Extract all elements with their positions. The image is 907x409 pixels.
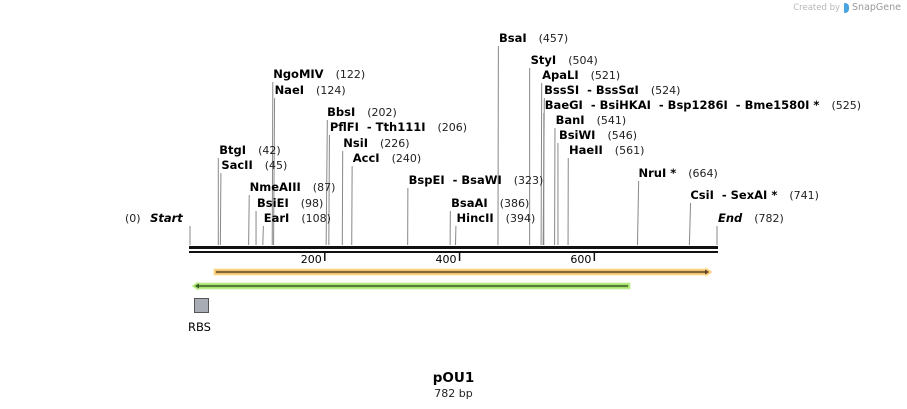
site-leader-line (688, 202, 692, 246)
rbs-label: RBS (188, 320, 211, 334)
restriction-site-label[interactable]: End (782) (718, 211, 784, 225)
restriction-site-label[interactable]: ApaLI (521) (542, 68, 620, 82)
restriction-site-label[interactable]: BssSI - BssSαI (524) (544, 83, 680, 97)
site-leader-line (325, 119, 328, 246)
ruler-tick-label: 200 (301, 253, 322, 266)
rbs-feature[interactable] (194, 298, 209, 313)
forward-orf-arrow[interactable] (213, 267, 713, 277)
snapgene-logo-icon (844, 2, 850, 13)
site-leader-line (248, 194, 250, 246)
restriction-site-label[interactable]: BsiEI (98) (257, 196, 323, 210)
plasmid-name: pOU1 (432, 370, 475, 386)
site-leader-line (219, 172, 222, 246)
restriction-site-label[interactable]: BtgI (42) (219, 143, 280, 157)
restriction-site-label[interactable]: SacII (45) (221, 158, 287, 172)
ruler-tick-label: 600 (570, 253, 591, 266)
credit-prefix: Created by (793, 2, 841, 13)
restriction-site-label[interactable]: BsiWI (546) (559, 128, 637, 142)
restriction-site-label[interactable]: CsiI - SexAI * (741) (690, 188, 819, 202)
restriction-site-label[interactable]: HincII (394) (457, 211, 536, 225)
plasmid-length: 782 bp (434, 387, 473, 400)
feature-arrows (191, 267, 713, 291)
site-leader-lines (189, 45, 718, 246)
restriction-site-label[interactable]: BaeGI - BsiHKAI - Bsp1286I - Bme1580I *(… (545, 98, 861, 112)
site-leader-line (273, 97, 276, 246)
site-labels: (0) Start BtgI (42)SacII (45) NmeAIII (87) Bsi… (125, 31, 861, 225)
dna-backbone (189, 246, 718, 253)
reverse-orf-arrow[interactable] (191, 281, 631, 291)
restriction-site-label[interactable]: NmeAIII (87) (250, 180, 336, 194)
ruler: 200 400 600 (301, 253, 596, 266)
site-leader-line (328, 134, 330, 246)
site-leader-line (540, 82, 543, 246)
ruler-tick-label: 400 (436, 253, 457, 266)
restriction-site-label[interactable]: (0) Start (125, 211, 183, 225)
restriction-site-label[interactable]: NgoMIV (122) (273, 67, 365, 81)
restriction-site-label[interactable]: NruI * (664) (638, 166, 717, 180)
snapgene-credit: Created by SnapGene (793, 2, 901, 13)
site-leader-line (636, 180, 640, 246)
restriction-site-label[interactable]: BsaI (457) (499, 31, 568, 45)
restriction-site-label[interactable]: NaeI (124) (275, 83, 346, 97)
restriction-site-label[interactable]: BspEI - BsaWI (323) (409, 173, 544, 187)
restriction-site-label[interactable]: PflFI - Tth111I (206) (330, 120, 467, 134)
restriction-site-label[interactable]: BsaAI (386) (451, 196, 529, 210)
restriction-site-label[interactable]: EarI (108) (264, 211, 331, 225)
restriction-site-label[interactable]: NsiI (226) (343, 136, 409, 150)
site-leader-line (262, 225, 264, 246)
restriction-site-label[interactable]: BbsI (202) (327, 105, 397, 119)
restriction-site-label[interactable]: BanI (541) (556, 113, 627, 127)
restriction-site-label[interactable]: HaeII (561) (569, 143, 644, 157)
restriction-site-label[interactable]: StyI (504) (531, 53, 598, 67)
credit-brand: SnapGene (852, 2, 901, 13)
site-leader-line (271, 81, 274, 246)
restriction-site-label[interactable]: AccI (240) (353, 151, 421, 165)
